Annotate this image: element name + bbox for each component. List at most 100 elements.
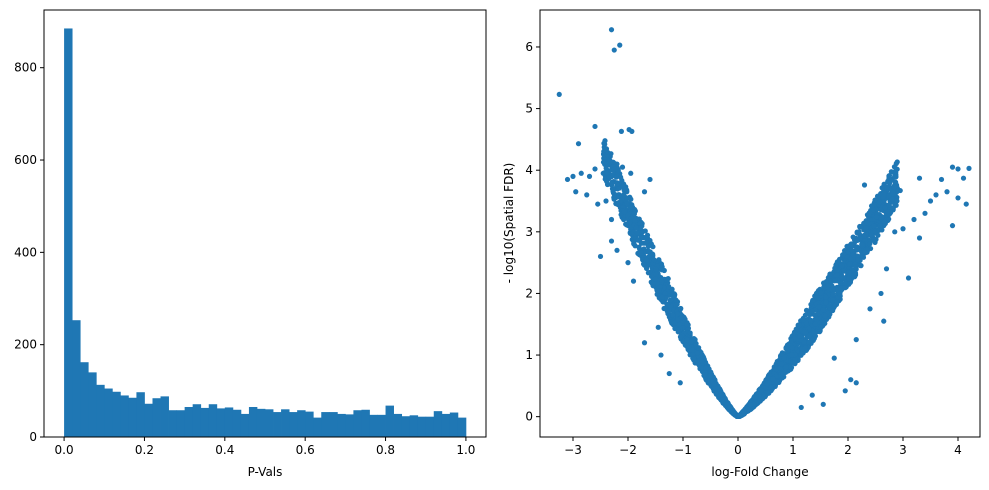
x-tick-label: 4 [954, 443, 962, 457]
scatter-point [812, 321, 818, 327]
scatter-point [949, 164, 956, 170]
scatter-point [631, 211, 638, 217]
scatter-point [820, 401, 826, 407]
scatter-point [760, 395, 766, 402]
scatter-point [892, 179, 899, 185]
histogram-bar [369, 414, 378, 437]
scatter-point [602, 146, 608, 153]
scatter-point [792, 360, 798, 366]
histogram-bar [184, 406, 194, 437]
scatter-point [645, 270, 651, 276]
scatter-point [807, 317, 814, 323]
scatter-point [575, 141, 582, 147]
histogram-bar [297, 410, 306, 437]
scatter-point [933, 192, 939, 198]
x-tick-label: 0.8 [376, 443, 395, 457]
scatter-point [631, 241, 637, 247]
scatter-point [570, 173, 576, 179]
scatter-point [879, 185, 885, 191]
scatter-point [614, 192, 620, 198]
scatter-point [618, 128, 625, 134]
scatter-point [837, 291, 843, 297]
y-tick-label: 0 [29, 430, 37, 444]
scatter-point [694, 350, 701, 356]
scatter-point [881, 190, 887, 196]
scatter-point [863, 224, 869, 231]
histogram-bar [176, 410, 186, 437]
y-tick-label: 600 [14, 153, 37, 167]
scatter-point [877, 222, 883, 229]
scatter-point [621, 191, 627, 198]
scatter-point [752, 395, 758, 401]
scatter-point [614, 247, 620, 253]
scatter-point [628, 231, 635, 237]
scatter-point [853, 337, 859, 343]
scatter-point [779, 361, 785, 367]
scatter-point [848, 241, 855, 247]
scatter-point [719, 396, 726, 403]
scatter-point [641, 189, 648, 195]
scatter-point [916, 235, 923, 241]
scatter-point [834, 272, 840, 278]
scatter-point [812, 312, 818, 318]
scatter-point [666, 307, 673, 314]
scatter-point [879, 214, 885, 220]
scatter-point [922, 210, 928, 216]
scatter-point [603, 178, 610, 184]
scatter-point [867, 306, 873, 312]
scatter-point [638, 250, 645, 256]
scatter-point [875, 232, 881, 238]
scatter-point [873, 214, 880, 220]
scatter-point [758, 387, 764, 394]
scatter-point [701, 372, 708, 378]
x-tick-label: −3 [564, 443, 582, 457]
scatter-point [731, 410, 738, 416]
histogram-bar [401, 416, 411, 437]
histogram-bar [72, 320, 81, 437]
histogram-bar [281, 409, 290, 437]
histogram-bar [136, 392, 145, 437]
scatter-point [847, 261, 853, 267]
scatter-point [848, 256, 854, 262]
scatter-point [800, 317, 807, 323]
histogram-bar [256, 408, 266, 437]
scatter-point [586, 173, 593, 179]
scatter-point [861, 233, 867, 239]
histogram-bar [345, 414, 354, 437]
scatter-point [788, 338, 795, 344]
scatter-point [674, 301, 680, 307]
x-tick-label: 3 [899, 443, 907, 457]
scatter-point [880, 194, 886, 200]
histogram-bar [192, 404, 202, 437]
scatter-point [703, 365, 709, 371]
y-tick-label: 3 [525, 225, 533, 239]
y-tick-label: 4 [525, 163, 533, 177]
scatter-y-ticks: 0 1 2 3 4 5 6 [525, 40, 540, 424]
scatter-point [615, 201, 621, 208]
scatter-point [911, 216, 917, 223]
y-tick-label: 5 [525, 102, 533, 116]
scatter-point [881, 318, 887, 324]
scatter-y-axis-label: - log10(Spatial FDR) [502, 163, 516, 284]
scatter-point [806, 339, 812, 345]
histogram-bar [289, 412, 298, 437]
histogram-bar [321, 412, 330, 437]
scatter-point [867, 241, 873, 247]
scatter-point [801, 329, 808, 335]
scatter-point [564, 176, 571, 183]
scatter-point [684, 343, 690, 349]
scatter-point [619, 183, 626, 189]
scatter-point [625, 212, 631, 218]
scatter-point [821, 285, 827, 291]
scatter-point [859, 241, 865, 248]
scatter-point [629, 128, 635, 134]
scatter-point [645, 248, 651, 254]
scatter-point [556, 91, 562, 98]
scatter-point [894, 198, 900, 204]
scatter-point [838, 285, 844, 291]
histogram-x-axis-label: P-Vals [248, 465, 283, 479]
scatter-point [747, 402, 753, 408]
histogram-bar [433, 411, 443, 437]
histogram-bar [417, 416, 427, 437]
histogram-bar [88, 372, 97, 437]
